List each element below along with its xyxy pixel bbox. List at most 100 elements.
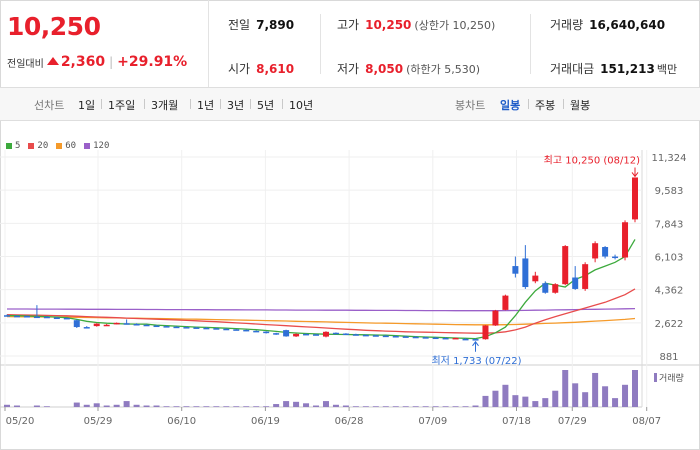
candle-body — [233, 329, 240, 331]
candle-body — [73, 320, 80, 328]
candle-body — [53, 317, 60, 320]
volume-bar — [243, 406, 250, 407]
volume-bar — [472, 405, 479, 407]
legend-swatch — [28, 143, 35, 149]
y-tick-label: 2,622 — [655, 319, 684, 330]
volume-label: 거래량 — [550, 18, 584, 32]
candle-body — [342, 333, 349, 336]
period-5year-button[interactable]: 5년 — [257, 99, 275, 112]
volume-bar — [512, 395, 519, 407]
volume-bar — [4, 404, 10, 407]
volume-bar — [572, 383, 579, 407]
period-3year-button[interactable]: 3년 — [227, 99, 245, 112]
volume: 거래량 16,640,640 — [550, 16, 665, 33]
legend-ma120: 120 — [84, 141, 109, 151]
candle-body — [382, 335, 389, 338]
candle-body — [283, 330, 290, 337]
up-arrow-icon — [46, 57, 59, 65]
volume-bar — [273, 404, 280, 407]
trade-amount-value: 151,213 — [600, 62, 655, 76]
volume-bar — [283, 401, 290, 407]
divider — [144, 99, 145, 109]
ma-legend: 5 20 60 120 — [6, 141, 109, 151]
ma5-line — [6, 239, 636, 340]
candle-body — [293, 333, 300, 337]
candle-body — [83, 327, 90, 329]
low-arrow-head — [472, 340, 479, 347]
candle-body — [173, 326, 180, 329]
candle-body — [552, 284, 559, 293]
volume-bar — [83, 404, 90, 407]
volume-bar — [183, 406, 190, 407]
volume-bar — [382, 406, 389, 407]
candle-body — [163, 326, 170, 328]
x-tick-label: 06/28 — [335, 416, 364, 427]
divider — [563, 99, 564, 109]
legend-label: 60 — [65, 141, 77, 151]
volume-bar — [33, 405, 40, 407]
volume-bar — [492, 390, 499, 407]
trade-amount-label: 거래대금 — [550, 62, 595, 76]
period-10year-button[interactable]: 10년 — [289, 99, 314, 112]
open-price: 시가 8,610 — [228, 60, 294, 77]
divider — [220, 99, 221, 109]
volume-bar — [143, 405, 150, 407]
candle-body — [612, 256, 619, 259]
volume-bar — [392, 406, 399, 407]
daily-candle-button[interactable]: 일봉 — [500, 99, 521, 112]
period-1week-button[interactable]: 1주일 — [108, 99, 136, 112]
volume-bar — [193, 406, 200, 407]
divider — [190, 99, 191, 109]
low-price: 저가 8,050 (하한가 5,530) — [337, 60, 480, 77]
candle-body — [223, 328, 230, 331]
ma120-line — [7, 307, 636, 312]
volume-bar — [113, 404, 120, 407]
volume-bar — [133, 404, 140, 407]
weekly-candle-button[interactable]: 주봉 — [535, 99, 556, 112]
legend-swatch — [56, 143, 63, 149]
candle-body — [43, 316, 50, 319]
candle-body — [402, 336, 409, 338]
period-3month-button[interactable]: 3개월 — [151, 99, 179, 112]
volume-bar — [233, 406, 240, 407]
candle-body — [213, 328, 220, 330]
line-chart-label: 선차트 — [34, 99, 65, 112]
divider — [320, 14, 321, 74]
legend-ma20: 20 — [28, 141, 48, 151]
volume-bar — [73, 402, 80, 407]
monthly-candle-button[interactable]: 월봉 — [570, 99, 591, 112]
period-1year-button[interactable]: 1년 — [197, 99, 215, 112]
candle-body — [33, 316, 40, 319]
volume-bar — [293, 401, 300, 407]
candle-body — [322, 331, 329, 337]
y-tick-label: 881 — [659, 352, 678, 363]
x-tick-label: 05/29 — [84, 416, 113, 427]
candle-body — [542, 283, 549, 293]
prev-close-value: 7,890 — [256, 18, 295, 32]
current-price: 10,250 — [7, 12, 101, 41]
trade-amount: 거래대금 151,213 백만 — [550, 60, 677, 77]
volume-bar — [313, 405, 320, 407]
y-tick-label: 6,103 — [655, 252, 684, 263]
candle-body — [183, 327, 190, 329]
high-price: 고가 10,250 (상한가 10,250) — [337, 16, 495, 33]
volume-bar — [552, 390, 559, 407]
candle-body — [492, 310, 499, 326]
candle-body — [63, 317, 70, 320]
open-price-value: 8,610 — [256, 62, 295, 76]
volume-bar — [502, 384, 509, 407]
candle-body — [13, 315, 20, 318]
volume-bar — [592, 372, 599, 407]
prev-close-label: 전일 — [228, 18, 251, 32]
volume-bar — [253, 406, 260, 407]
volume-bar — [13, 405, 20, 407]
volume-bar — [352, 406, 359, 407]
x-tick-label: 07/18 — [502, 416, 531, 427]
candle-body — [143, 324, 150, 327]
period-1day-button[interactable]: 1일 — [78, 99, 96, 112]
candle-body — [422, 337, 429, 339]
volume-legend-swatch — [654, 373, 657, 382]
volume-bar — [532, 401, 539, 407]
candle-body — [572, 277, 579, 289]
candle-body — [313, 334, 320, 336]
